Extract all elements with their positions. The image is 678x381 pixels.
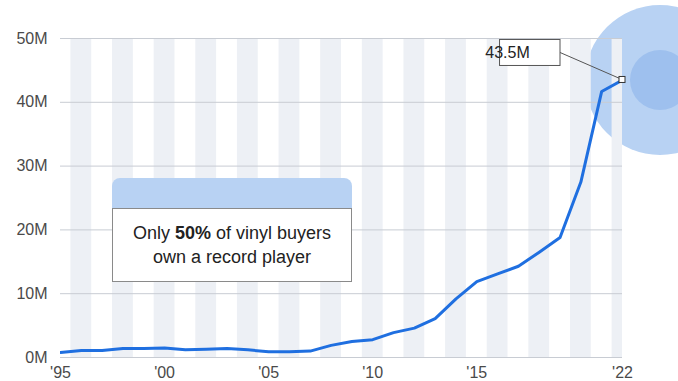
svg-text:'05: '05 bbox=[258, 364, 279, 381]
svg-text:20M: 20M bbox=[16, 221, 47, 238]
svg-text:'22: '22 bbox=[612, 364, 633, 381]
svg-text:30M: 30M bbox=[16, 157, 47, 174]
svg-text:'95: '95 bbox=[50, 364, 71, 381]
svg-text:'10: '10 bbox=[362, 364, 383, 381]
svg-text:10M: 10M bbox=[16, 285, 47, 302]
svg-text:0M: 0M bbox=[25, 349, 47, 366]
svg-text:43.5M: 43.5M bbox=[485, 44, 529, 61]
svg-text:50M: 50M bbox=[16, 30, 47, 47]
svg-text:'00: '00 bbox=[154, 364, 175, 381]
svg-text:'15: '15 bbox=[466, 364, 487, 381]
html-text:Only 50% of vinyl buyers own a: Only 50% of vinyl buyers own a record pl… bbox=[132, 223, 331, 267]
svg-text:40M: 40M bbox=[16, 93, 47, 110]
